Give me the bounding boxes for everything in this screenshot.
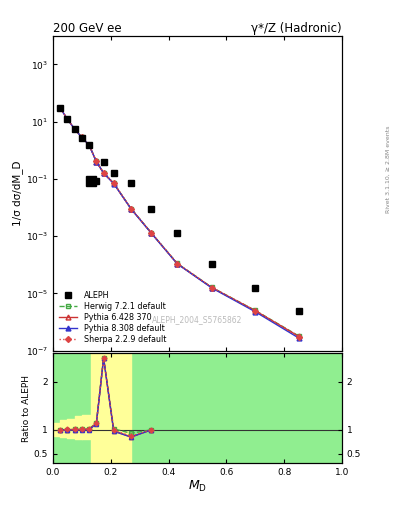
X-axis label: $M_{\rm D}$: $M_{\rm D}$ bbox=[188, 479, 207, 494]
Text: Rivet 3.1.10, ≥ 2.8M events: Rivet 3.1.10, ≥ 2.8M events bbox=[386, 125, 391, 212]
Y-axis label: 1/σ dσ/dM_D: 1/σ dσ/dM_D bbox=[12, 161, 23, 226]
Legend: ALEPH, Herwig 7.2.1 default, Pythia 6.428 370, Pythia 8.308 default, Sherpa 2.2.: ALEPH, Herwig 7.2.1 default, Pythia 6.42… bbox=[57, 289, 169, 347]
Text: 200 GeV ee: 200 GeV ee bbox=[53, 22, 122, 35]
Text: ALEPH_2004_S5765862: ALEPH_2004_S5765862 bbox=[152, 315, 242, 324]
Text: γ*/Z (Hadronic): γ*/Z (Hadronic) bbox=[251, 22, 342, 35]
Y-axis label: Ratio to ALEPH: Ratio to ALEPH bbox=[22, 375, 31, 442]
